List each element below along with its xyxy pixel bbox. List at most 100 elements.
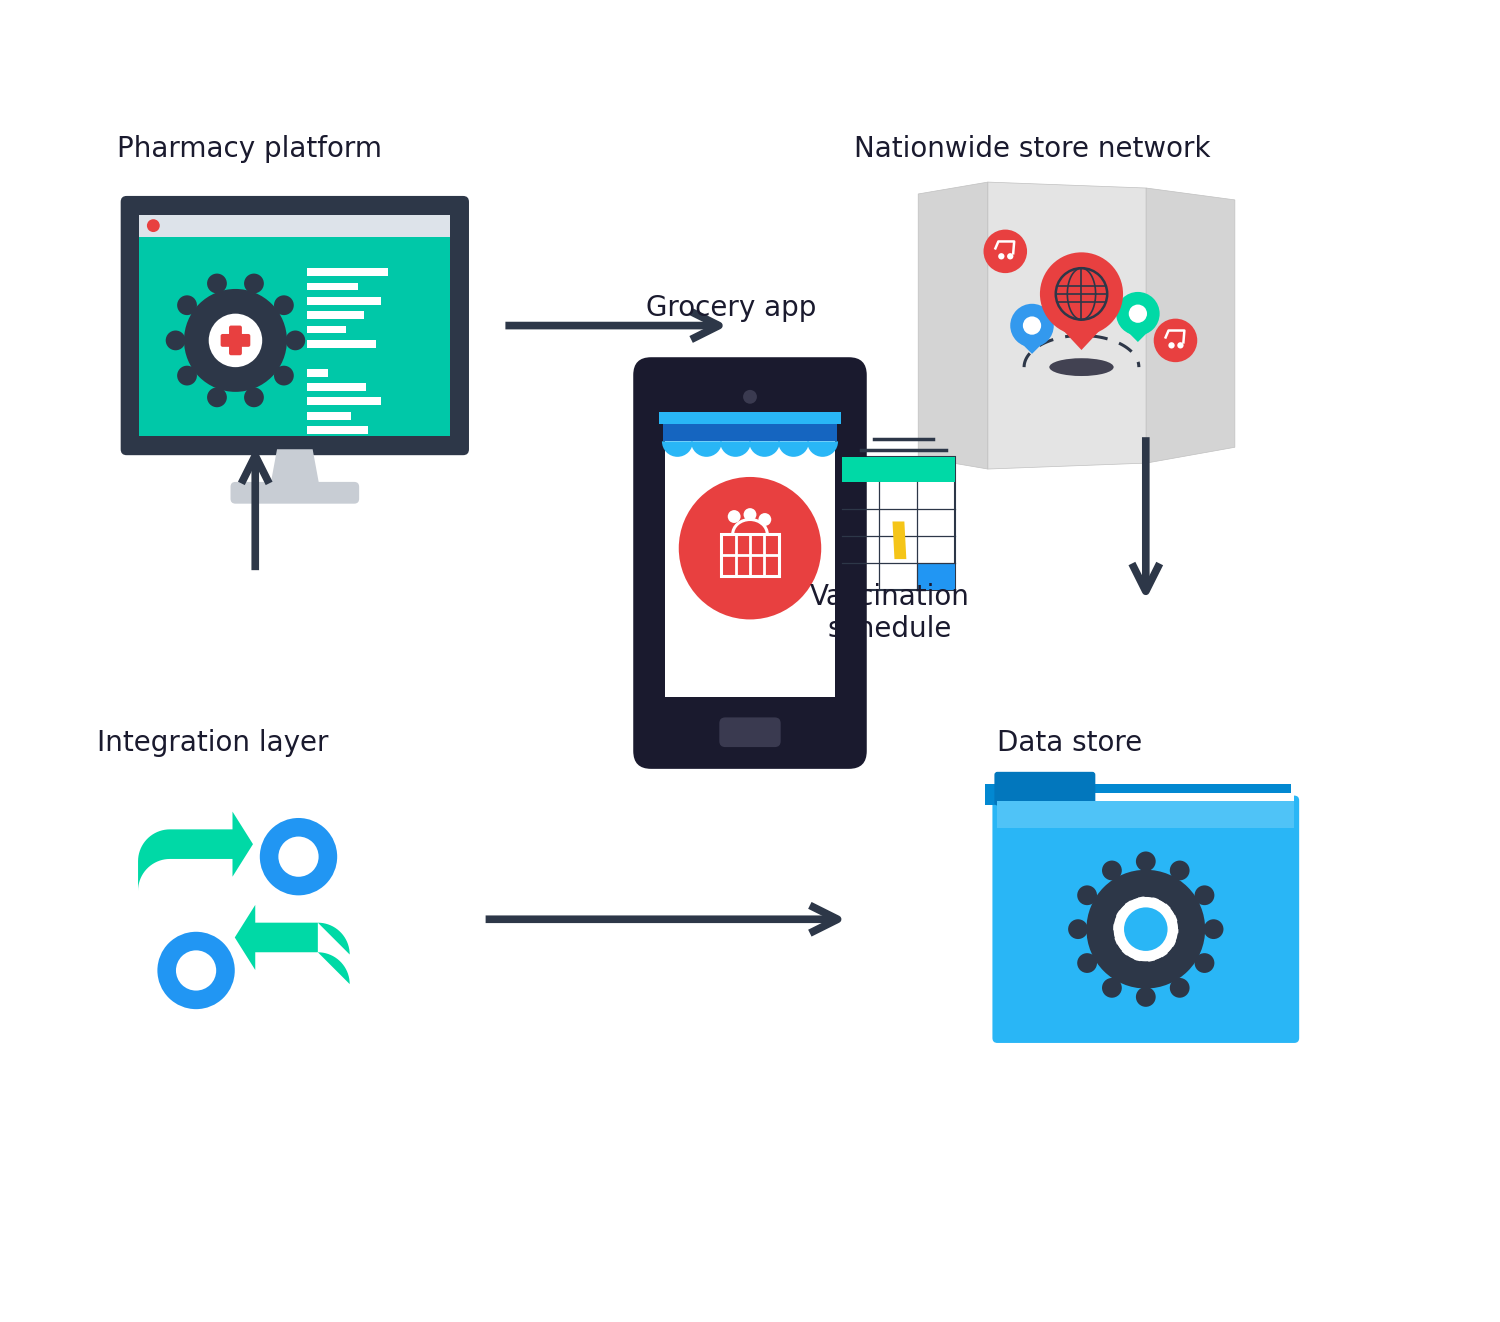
Bar bbox=[306, 369, 328, 377]
Circle shape bbox=[1010, 304, 1054, 348]
Circle shape bbox=[1077, 953, 1096, 973]
Text: Pharmacy platform: Pharmacy platform bbox=[117, 135, 381, 164]
FancyBboxPatch shape bbox=[231, 483, 358, 504]
Circle shape bbox=[1007, 253, 1014, 259]
Text: Nationwide store network: Nationwide store network bbox=[853, 135, 1210, 164]
Polygon shape bbox=[918, 182, 988, 469]
Circle shape bbox=[147, 219, 160, 233]
Text: Integration layer: Integration layer bbox=[98, 728, 328, 758]
Bar bbox=[998, 793, 1294, 805]
Circle shape bbox=[1040, 253, 1124, 336]
FancyBboxPatch shape bbox=[994, 772, 1095, 805]
Ellipse shape bbox=[1050, 358, 1113, 375]
Circle shape bbox=[984, 230, 1028, 274]
Polygon shape bbox=[988, 182, 1146, 469]
Bar bbox=[306, 411, 351, 419]
FancyBboxPatch shape bbox=[993, 796, 1299, 1043]
Circle shape bbox=[744, 508, 756, 521]
Bar bbox=[842, 456, 956, 483]
Wedge shape bbox=[807, 442, 838, 457]
Wedge shape bbox=[778, 442, 808, 457]
Bar bbox=[722, 534, 778, 576]
FancyBboxPatch shape bbox=[633, 357, 867, 769]
Circle shape bbox=[1023, 316, 1041, 334]
Circle shape bbox=[1154, 319, 1197, 362]
Text: Grocery app: Grocery app bbox=[646, 293, 816, 321]
Bar bbox=[306, 311, 364, 319]
Circle shape bbox=[285, 330, 304, 350]
Bar bbox=[140, 214, 450, 237]
Circle shape bbox=[728, 510, 741, 524]
Wedge shape bbox=[748, 442, 780, 457]
Circle shape bbox=[998, 253, 1005, 259]
Circle shape bbox=[260, 818, 338, 895]
Bar bbox=[306, 383, 366, 391]
FancyBboxPatch shape bbox=[230, 325, 242, 356]
FancyBboxPatch shape bbox=[220, 334, 251, 346]
Circle shape bbox=[1194, 953, 1215, 973]
Polygon shape bbox=[1122, 327, 1154, 342]
Circle shape bbox=[176, 951, 216, 990]
Bar bbox=[658, 411, 842, 423]
Circle shape bbox=[207, 387, 226, 407]
Circle shape bbox=[1170, 978, 1190, 998]
Bar bbox=[140, 237, 450, 436]
Bar bbox=[842, 456, 956, 590]
Circle shape bbox=[1203, 919, 1224, 939]
FancyBboxPatch shape bbox=[120, 196, 470, 455]
Circle shape bbox=[1168, 342, 1174, 349]
Circle shape bbox=[244, 387, 264, 407]
Polygon shape bbox=[1053, 319, 1110, 350]
Circle shape bbox=[165, 330, 186, 350]
Bar bbox=[663, 419, 837, 442]
Bar bbox=[306, 283, 358, 291]
Wedge shape bbox=[720, 442, 752, 457]
Circle shape bbox=[1178, 342, 1184, 349]
Circle shape bbox=[1136, 851, 1155, 871]
Polygon shape bbox=[1017, 338, 1047, 354]
Bar bbox=[992, 784, 1292, 805]
Bar bbox=[664, 439, 836, 697]
Circle shape bbox=[207, 274, 226, 293]
Polygon shape bbox=[1146, 188, 1234, 463]
Circle shape bbox=[1124, 907, 1167, 951]
Bar bbox=[998, 801, 1294, 828]
Circle shape bbox=[279, 837, 318, 876]
Polygon shape bbox=[138, 812, 254, 891]
Circle shape bbox=[274, 366, 294, 386]
Circle shape bbox=[244, 274, 264, 293]
Circle shape bbox=[177, 366, 197, 386]
Bar bbox=[306, 268, 388, 276]
Wedge shape bbox=[692, 442, 722, 457]
Circle shape bbox=[680, 477, 820, 620]
Circle shape bbox=[1194, 886, 1215, 906]
Bar bbox=[986, 784, 1288, 805]
Circle shape bbox=[1077, 886, 1096, 906]
Text: Data store: Data store bbox=[998, 728, 1143, 758]
Circle shape bbox=[1068, 919, 1088, 939]
Text: Vaccination
schedule: Vaccination schedule bbox=[810, 583, 969, 644]
Bar bbox=[306, 426, 368, 434]
Bar bbox=[306, 325, 347, 333]
Bar bbox=[306, 398, 381, 406]
Circle shape bbox=[158, 932, 236, 1009]
Circle shape bbox=[1170, 861, 1190, 880]
Circle shape bbox=[1102, 861, 1122, 880]
Circle shape bbox=[177, 295, 197, 315]
Polygon shape bbox=[892, 521, 906, 559]
Circle shape bbox=[1128, 304, 1148, 323]
Circle shape bbox=[742, 390, 758, 403]
Bar bbox=[918, 563, 956, 590]
Bar bbox=[306, 340, 376, 348]
Circle shape bbox=[1136, 988, 1155, 1007]
Circle shape bbox=[1086, 870, 1204, 989]
Circle shape bbox=[274, 295, 294, 315]
Circle shape bbox=[209, 313, 262, 368]
Circle shape bbox=[759, 513, 771, 526]
FancyBboxPatch shape bbox=[720, 718, 780, 747]
Bar bbox=[306, 297, 381, 305]
Polygon shape bbox=[236, 906, 350, 984]
Wedge shape bbox=[662, 442, 693, 457]
Circle shape bbox=[1102, 978, 1122, 998]
Circle shape bbox=[184, 290, 286, 391]
